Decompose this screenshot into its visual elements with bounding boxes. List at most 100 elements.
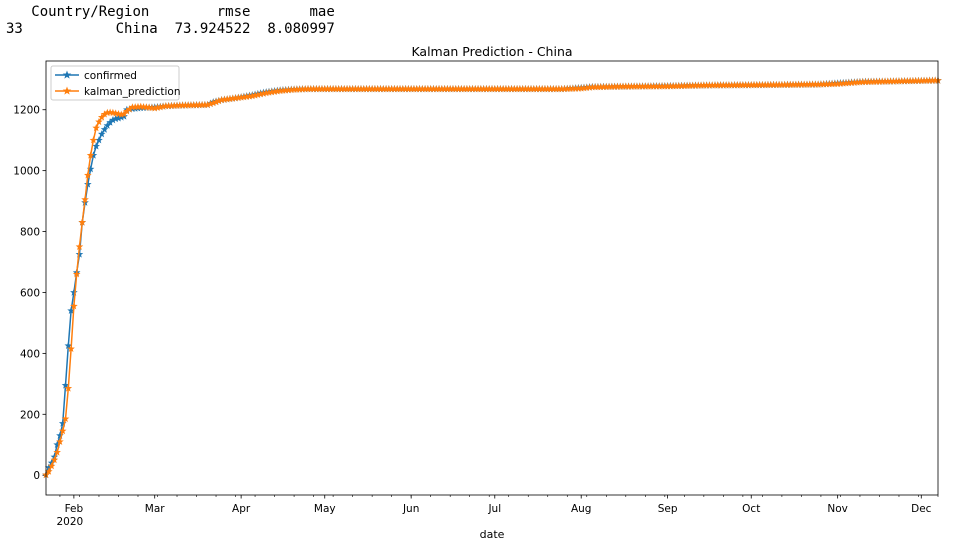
data-point-kalman-prediction (803, 80, 811, 88)
data-point-kalman-prediction (446, 85, 454, 93)
x-tick-label: Mar (145, 503, 165, 515)
data-point-kalman-prediction (184, 101, 192, 109)
data-point-kalman-prediction (290, 85, 298, 93)
data-point-kalman-prediction (323, 85, 332, 93)
data-point-kalman-prediction (688, 81, 697, 89)
data-point-kalman-prediction (465, 85, 474, 93)
data-point-kalman-prediction (187, 101, 195, 109)
data-point-kalman-prediction (853, 78, 861, 86)
data-point-kalman-prediction (892, 77, 900, 85)
data-point-kalman-prediction (702, 81, 711, 89)
data-point-kalman-prediction (240, 93, 248, 101)
data-point-kalman-prediction (769, 80, 778, 89)
data-point-kalman-prediction (209, 99, 218, 107)
data-point-kalman-prediction (596, 83, 605, 91)
data-point-kalman-prediction (421, 85, 429, 93)
data-point-kalman-prediction (371, 85, 379, 93)
data-point-kalman-prediction (502, 85, 510, 93)
data-point-kalman-prediction (279, 86, 287, 94)
data-point-kalman-prediction (783, 80, 792, 89)
chart-title: Kalman Prediction - China (411, 44, 572, 59)
data-point-kalman-prediction (836, 79, 845, 87)
data-point-confirmed (106, 118, 114, 126)
data-point-kalman-prediction (622, 82, 630, 90)
data-point-kalman-prediction (242, 92, 251, 100)
data-point-kalman-prediction (217, 95, 226, 104)
data-point-kalman-prediction (831, 79, 839, 88)
data-point-confirmed (95, 136, 103, 144)
data-point-kalman-prediction (669, 82, 677, 90)
data-point-kalman-prediction (457, 85, 466, 93)
data-point-kalman-prediction (343, 85, 351, 93)
data-point-kalman-prediction (56, 437, 64, 445)
series-line-kalman-prediction (45, 79, 939, 476)
data-point-kalman-prediction (839, 79, 848, 87)
data-point-confirmed (61, 381, 70, 389)
data-point-kalman-prediction (644, 82, 652, 90)
data-point-kalman-prediction (429, 85, 438, 93)
x-tick-label: Apr (232, 503, 251, 515)
data-point-kalman-prediction (588, 83, 597, 91)
data-point-kalman-prediction (574, 84, 583, 92)
data-point-kalman-prediction (404, 85, 413, 93)
data-point-kalman-prediction (189, 101, 198, 109)
data-point-kalman-prediction (418, 85, 427, 93)
data-point-confirmed (84, 180, 92, 188)
data-point-kalman-prediction (772, 80, 781, 89)
data-point-kalman-prediction (518, 85, 527, 93)
data-point-kalman-prediction (530, 85, 538, 93)
data-point-kalman-prediction (864, 77, 873, 86)
data-point-kalman-prediction (365, 85, 374, 93)
data-point-kalman-prediction (532, 85, 541, 93)
data-point-kalman-prediction (663, 82, 672, 90)
data-point-kalman-prediction (870, 77, 878, 86)
data-point-kalman-prediction (307, 85, 315, 93)
data-point-confirmed (44, 463, 53, 471)
data-point-kalman-prediction (128, 103, 137, 111)
data-point-kalman-prediction (228, 94, 237, 102)
data-point-kalman-prediction (797, 80, 806, 88)
data-point-kalman-prediction (814, 80, 822, 88)
data-point-kalman-prediction (426, 85, 435, 93)
data-point-kalman-prediction (677, 81, 686, 90)
data-point-kalman-prediction (354, 85, 362, 93)
data-point-kalman-prediction (412, 85, 421, 93)
data-point-kalman-prediction (181, 101, 190, 109)
data-point-kalman-prediction (911, 76, 920, 85)
data-point-kalman-prediction (248, 92, 257, 100)
legend: confirmed kalman_prediction (50, 65, 181, 101)
data-point-kalman-prediction (858, 78, 867, 86)
data-point-kalman-prediction (764, 80, 772, 89)
data-point-kalman-prediction (318, 85, 326, 93)
data-point-kalman-prediction (97, 113, 106, 121)
x-tick-label: Sep (658, 503, 678, 515)
data-point-kalman-prediction (555, 85, 563, 93)
data-point-kalman-prediction (387, 85, 396, 93)
data-point-kalman-prediction (231, 94, 240, 102)
data-point-confirmed (100, 125, 109, 133)
data-point-kalman-prediction (538, 85, 546, 93)
data-point-kalman-prediction (845, 79, 853, 87)
data-point-kalman-prediction (44, 467, 53, 475)
data-point-kalman-prediction (705, 81, 714, 89)
data-point-kalman-prediction (700, 81, 708, 89)
data-point-kalman-prediction (170, 101, 179, 109)
data-point-kalman-prediction (914, 76, 923, 85)
data-point-kalman-prediction (496, 85, 505, 93)
data-point-kalman-prediction (385, 85, 393, 93)
data-point-kalman-prediction (909, 76, 917, 85)
data-point-kalman-prediction (713, 81, 722, 89)
data-point-kalman-prediction (786, 80, 795, 88)
data-point-kalman-prediction (566, 84, 574, 92)
data-point-kalman-prediction (736, 81, 744, 89)
data-point-kalman-prediction (220, 95, 229, 103)
data-point-kalman-prediction (265, 88, 273, 96)
data-point-kalman-prediction (881, 77, 889, 85)
data-point-kalman-prediction (789, 80, 797, 88)
data-point-kalman-prediction (164, 101, 173, 110)
x-tick-label: Jun (402, 503, 419, 515)
y-tick-label: 0 (33, 470, 40, 482)
data-point-kalman-prediction (150, 104, 159, 112)
y-tick-label: 800 (20, 227, 40, 239)
data-point-kalman-prediction (346, 85, 354, 93)
